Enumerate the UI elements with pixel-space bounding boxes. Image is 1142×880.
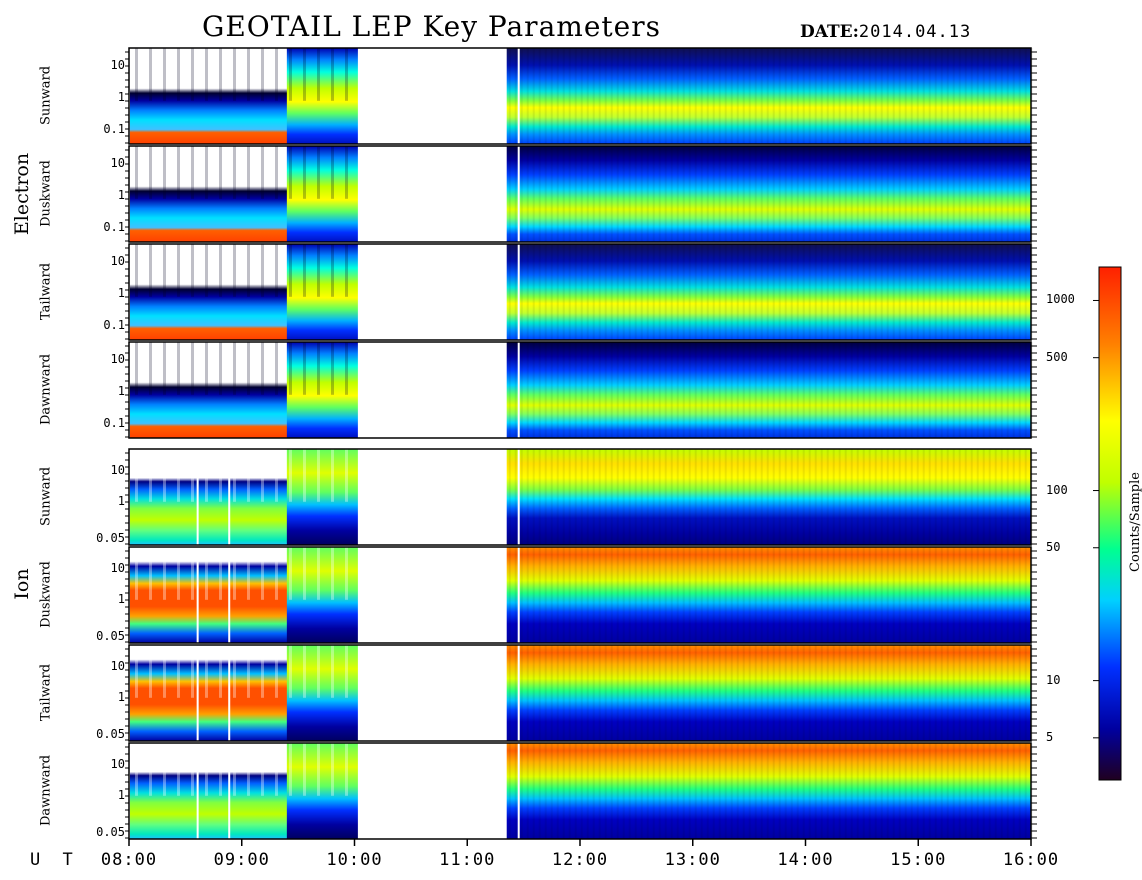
direction-label-duskward: Duskward (38, 561, 54, 628)
colorbar-tick-label: 50 (1046, 539, 1061, 554)
colorbar-tick-label: 500 (1046, 349, 1068, 364)
y-tick-label: 10 (110, 156, 125, 170)
panel-frame (128, 546, 1032, 644)
y-tick-label: 10 (110, 58, 125, 72)
spectrogram-segment-mid (286, 342, 358, 438)
x-tick-label: 09:00 (213, 850, 270, 870)
x-tick-label: 13:00 (664, 850, 721, 870)
spectrogram-segment-late (506, 146, 1031, 242)
y-tick-label: 1 (117, 384, 125, 398)
date-label: DATE: (800, 22, 859, 42)
spectrogram-segment-early (130, 743, 288, 839)
panel-electron-duskward (125, 145, 1037, 243)
spectrogram-segment-early (130, 342, 288, 438)
spectrogram-segment-late (506, 743, 1031, 839)
x-tick-label: 16:00 (1002, 850, 1060, 870)
x-tick-label: 08:00 (100, 850, 158, 870)
panel-ion-sunward (125, 448, 1037, 546)
direction-label-tailward: Tailward (38, 262, 54, 321)
y-tick-label: 0.05 (96, 629, 125, 643)
colorbar (1098, 266, 1122, 781)
y-tick-label: 0.1 (103, 122, 125, 136)
y-tick-label: 1 (117, 788, 125, 802)
panel-frame (128, 341, 1032, 439)
panel-ion-dawnward (125, 742, 1037, 840)
spectrogram-segment-early (130, 645, 288, 741)
panel-frame (128, 47, 1032, 145)
panel-electron-dawnward (125, 341, 1037, 439)
spectrogram-segment-early (130, 547, 288, 643)
panel-frame (128, 243, 1032, 341)
chart-title: GEOTAIL LEP Key Parameters (202, 10, 661, 43)
spectrogram-segment-early (130, 48, 288, 144)
x-tick-label: 14:00 (777, 850, 834, 870)
spectrogram-segment-mid (286, 645, 358, 741)
y-tick-label: 0.05 (96, 531, 125, 545)
spectrogram-segment-early (130, 449, 288, 545)
x-tick-label: 15:00 (890, 850, 947, 870)
y-tick-label: 0.1 (103, 318, 125, 332)
y-tick-label: 10 (110, 757, 125, 771)
y-tick-label: 1 (117, 286, 125, 300)
panel-ion-duskward (125, 546, 1037, 644)
y-tick-label: 10 (110, 659, 125, 673)
y-tick-label: 0.1 (103, 220, 125, 234)
y-tick-label: 1 (117, 188, 125, 202)
x-tick-label: 11:00 (439, 850, 496, 870)
y-tick-label: 1 (117, 690, 125, 704)
y-tick-label: 10 (110, 463, 125, 477)
spectrogram-segment-mid (286, 547, 358, 643)
colorbar-tick-label: 5 (1046, 729, 1054, 744)
spectrogram-segment-early (130, 244, 288, 340)
panel-frame (128, 145, 1032, 243)
spectrogram-segment-mid (286, 244, 358, 340)
y-tick-label: 0.05 (96, 825, 125, 839)
y-tick-label: 10 (110, 352, 125, 366)
colorbar-label: Counts/Sample (1128, 472, 1142, 572)
spectrogram-segment-late (506, 48, 1031, 144)
date-value: 2014.04.13 (858, 22, 972, 42)
direction-label-duskward: Duskward (38, 160, 54, 227)
x-tick-label: 10:00 (326, 850, 383, 870)
species-label-electron: Electron (11, 152, 33, 236)
panel-frame (128, 448, 1032, 546)
spectrogram-segment-early (130, 146, 288, 242)
y-tick-label: 0.05 (96, 727, 125, 741)
spectrogram-segment-mid (286, 449, 358, 545)
direction-label-sunward: Sunward (38, 466, 54, 527)
spectrogram-segment-late (506, 645, 1031, 741)
spectrogram-segment-mid (286, 743, 358, 839)
spectrogram-segment-late (506, 244, 1031, 340)
direction-label-tailward: Tailward (38, 663, 54, 722)
x-tick-label: 12:00 (551, 850, 609, 870)
spectrogram-segment-mid (286, 48, 358, 144)
colorbar-tick-label: 100 (1046, 482, 1068, 497)
direction-label-dawnward: Dawnward (38, 754, 54, 827)
y-tick-label: 10 (110, 254, 125, 268)
species-label-ion: Ion (11, 568, 33, 600)
spectrogram-segment-late (506, 342, 1031, 438)
panel-electron-sunward (125, 47, 1037, 145)
colorbar-tick-label: 1000 (1046, 292, 1075, 307)
panel-ion-tailward (125, 644, 1037, 742)
spectrogram-segment-late (506, 547, 1031, 643)
spectrogram-segment-mid (286, 146, 358, 242)
panel-electron-tailward (125, 243, 1037, 341)
y-tick-label: 1 (117, 592, 125, 606)
direction-label-dawnward: Dawnward (38, 353, 54, 426)
spectrogram-segment-late (506, 449, 1031, 545)
date-display: DATE:2014.04.13 (800, 22, 971, 42)
colorbar-tick-label: 10 (1046, 672, 1061, 687)
panel-frame (128, 644, 1032, 742)
ut-axis-label: U T (30, 850, 79, 870)
direction-label-sunward: Sunward (38, 65, 54, 126)
y-tick-label: 1 (117, 494, 125, 508)
y-tick-label: 1 (117, 90, 125, 104)
y-tick-label: 0.1 (103, 416, 125, 430)
y-tick-label: 10 (110, 561, 125, 575)
